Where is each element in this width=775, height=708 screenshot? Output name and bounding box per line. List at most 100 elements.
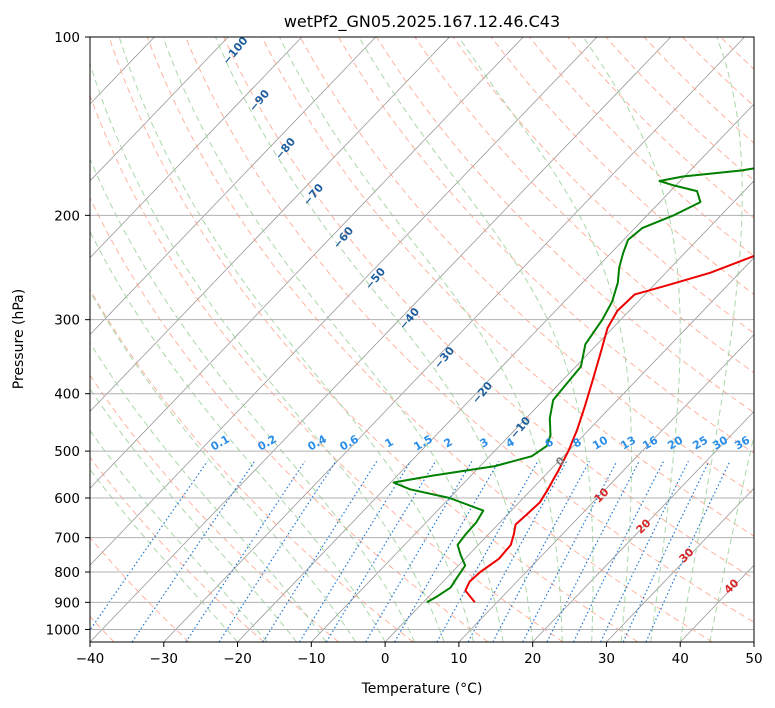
dry-adiabat-line: [337, 37, 754, 454]
isotherm-line: [384, 257, 754, 642]
y-tick-label: 900: [54, 595, 80, 611]
mixing-ratio-label: 10: [590, 433, 610, 452]
dry-adiabat-line: [759, 37, 775, 642]
mixing-ratio-line: [572, 460, 665, 642]
moist-adiabat-line: [458, 37, 633, 642]
dry-adiabat-line: [261, 37, 754, 537]
y-axis-label: Pressure (hPa): [11, 289, 27, 389]
isotherm-line: [90, 37, 376, 336]
chart-title: wetPf2_GN05.2025.167.12.46.C43: [284, 12, 560, 32]
x-tick-label: −20: [223, 651, 252, 667]
dry-adiabat-label: −80: [272, 135, 298, 162]
isotherm-line: [90, 37, 524, 489]
isotherm-line: [90, 37, 450, 413]
plot-frame: [89, 36, 755, 643]
mixing-ratio-label: 13: [618, 434, 638, 453]
dry-adiabat-label: −30: [431, 344, 457, 371]
y-tick-label: 600: [54, 491, 80, 507]
mixing-ratio-label: 3: [478, 435, 491, 450]
mixing-ratio-label: 8: [571, 435, 584, 450]
mixing-ratio-label: 1.5: [412, 432, 435, 453]
pressure-gridlines: [90, 37, 754, 630]
moist-adiabat-line: [90, 468, 238, 642]
mixing-ratio-line: [522, 460, 618, 642]
dry-adiabat-line: [90, 288, 414, 642]
dry-adiabat-line: [414, 37, 754, 374]
x-tick-label: 0: [381, 651, 390, 667]
mixing-ratio-label: 0.2: [256, 432, 279, 453]
axes: −40 −30 −20 −10 0 10 20 30 40 50 100 200 300 400 500 60…: [46, 30, 763, 667]
y-tick-label: 700: [54, 531, 80, 547]
mixing-ratio-label: 0.4: [306, 432, 330, 453]
mixing-ratio-line: [185, 460, 306, 642]
x-tick-label: 30: [598, 651, 615, 667]
isotherm-line: [90, 37, 303, 259]
dry-adiabat-line: [146, 37, 713, 642]
dry-adiabat-label: −40: [396, 305, 422, 332]
dry-adiabat-line: [90, 94, 564, 642]
x-tick-label: 20: [524, 651, 541, 667]
isotherm-line: [90, 37, 229, 182]
isotherm-line: [0, 37, 7, 642]
moist-adiabat-line: [215, 37, 534, 642]
moist-adiabat-line: [90, 290, 357, 642]
mixing-ratio-line: [622, 460, 710, 642]
dry-adiabat-line: [529, 37, 754, 257]
mixing-ratio-line: [131, 460, 256, 642]
x-tick-label: −10: [297, 651, 326, 667]
background-lines: [0, 37, 775, 642]
dry-adiabat-line: [185, 37, 754, 623]
isotherm-line: [237, 103, 754, 642]
moist-adiabat-label: 40: [722, 576, 742, 596]
isotherm-line: [90, 37, 672, 642]
mixing-ratio-label: 0.6: [338, 432, 362, 453]
dry-adiabat-label: −60: [330, 224, 356, 251]
mixing-ratio-line: [262, 460, 378, 642]
x-tick-label: −30: [150, 651, 179, 667]
line-labels: −100−90−80−70−60−50−40−30−20−10010203040…: [209, 34, 753, 597]
dry-adiabat-label: −20: [469, 379, 495, 406]
mixing-ratio-line: [645, 460, 731, 642]
mixing-ratio-line: [299, 460, 412, 642]
moist-adiabat-line: [358, 37, 594, 642]
moist-adiabat-line: [90, 341, 327, 642]
mixing-ratio-label: 1: [383, 435, 396, 450]
isotherm-line: [90, 37, 598, 566]
x-tick-label: −40: [76, 651, 105, 667]
dry-adiabat-line: [299, 37, 754, 495]
mixing-ratio-line: [467, 460, 568, 642]
isotherm-line: [163, 37, 745, 642]
mixing-ratio-label: 36: [732, 433, 752, 452]
moist-adiabat-line: [162, 37, 504, 642]
mixing-ratio-line: [436, 460, 539, 642]
x-axis-label: Temperature (°C): [361, 681, 483, 697]
moist-adiabat-line: [118, 37, 475, 642]
isotherm-line: [679, 564, 754, 642]
moist-adiabat-line: [679, 37, 743, 642]
dry-adiabat-line: [452, 37, 754, 334]
mixing-ratio-label: 2: [442, 435, 455, 450]
temperature-profile-line: [464, 254, 754, 603]
moist-adiabat-line: [90, 429, 268, 642]
moist-adiabat-line: [90, 62, 445, 642]
moist-adiabat-line: [90, 387, 297, 642]
y-tick-label: 400: [54, 387, 80, 403]
y-tick-label: 800: [54, 565, 80, 581]
mixing-ratio-line: [546, 460, 640, 642]
y-tick-label: 500: [54, 444, 80, 460]
y-tick-label: 100: [54, 30, 80, 46]
x-tick-label: 40: [672, 651, 689, 667]
dewpoint-profile-line: [392, 167, 754, 604]
y-tick-label: 300: [54, 313, 80, 329]
mixing-ratio-line: [218, 460, 337, 642]
dry-adiabat-label: −50: [362, 265, 388, 292]
isotherm-line: [458, 334, 754, 642]
mixing-ratio-line: [325, 460, 437, 642]
dry-adiabat-line: [490, 37, 754, 296]
moist-adiabat-line: [90, 230, 386, 642]
dry-adiabat-line: [90, 456, 265, 642]
dry-adiabat-line: [643, 37, 754, 144]
isotherm-line: [532, 410, 754, 642]
x-tick-label: 50: [745, 651, 762, 667]
